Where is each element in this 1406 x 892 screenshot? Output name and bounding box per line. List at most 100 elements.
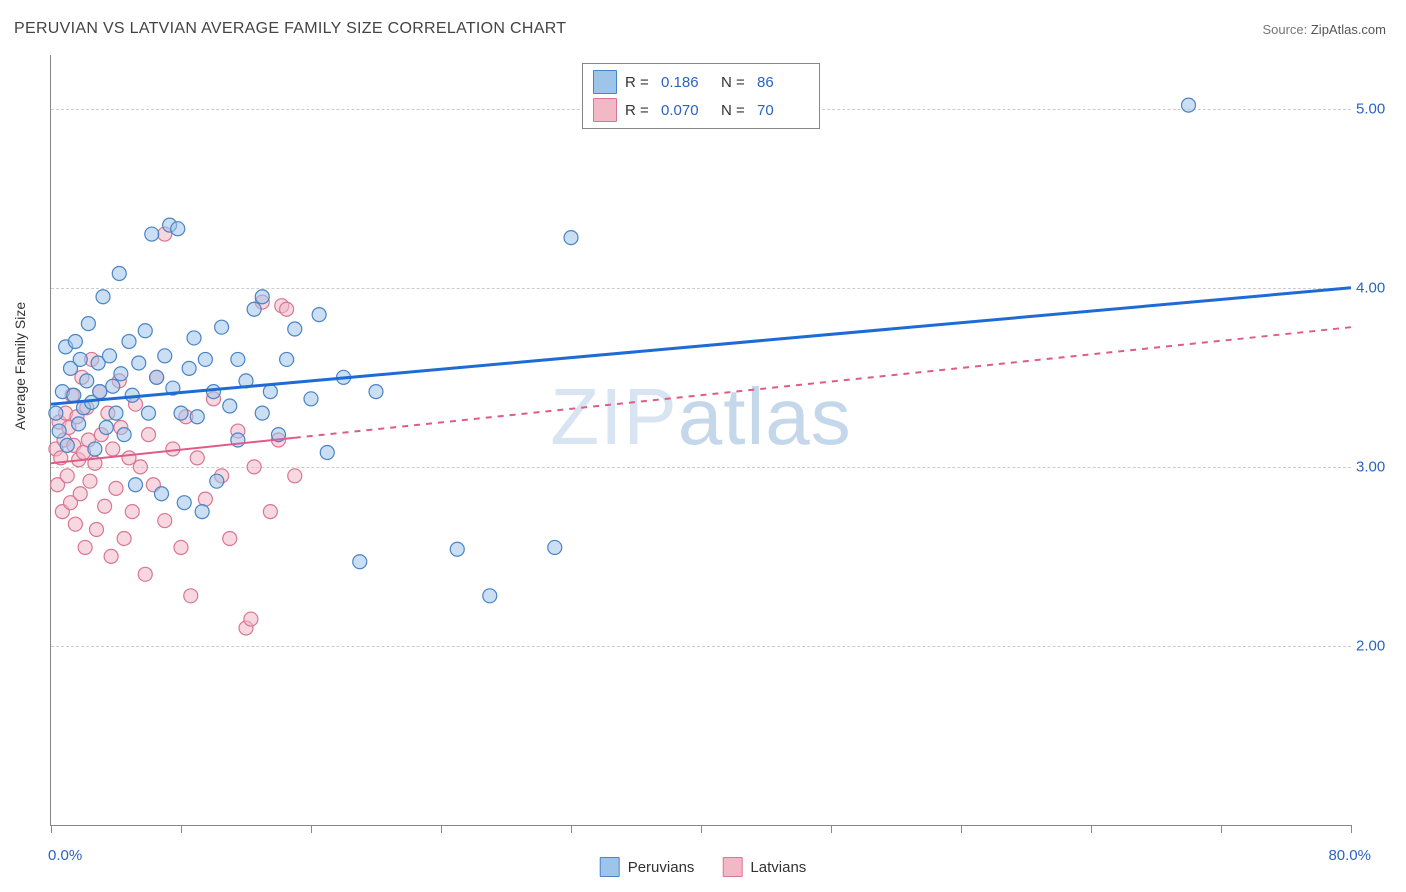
scatter-point (133, 460, 147, 474)
scatter-point (223, 399, 237, 413)
scatter-point (166, 442, 180, 456)
scatter-point (60, 438, 74, 452)
scatter-point (117, 428, 131, 442)
scatter-point (117, 531, 131, 545)
scatter-point (450, 542, 464, 556)
scatter-point (198, 492, 212, 506)
scatter-point (483, 589, 497, 603)
scatter-point (103, 349, 117, 363)
x-axis-start-label: 0.0% (48, 847, 82, 864)
x-tick-mark (181, 825, 182, 833)
scatter-point (145, 227, 159, 241)
scatter-point (132, 356, 146, 370)
legend-label-peruvians: Peruvians (628, 859, 695, 876)
scatter-point (142, 428, 156, 442)
scatter-point (548, 540, 562, 554)
scatter-point (109, 481, 123, 495)
scatter-point (83, 474, 97, 488)
scatter-point (263, 385, 277, 399)
scatter-point (98, 499, 112, 513)
scatter-point (312, 308, 326, 322)
scatter-point (72, 417, 86, 431)
scatter-point (81, 317, 95, 331)
scatter-point (223, 531, 237, 545)
scatter-point (280, 352, 294, 366)
scatter-point (288, 469, 302, 483)
x-tick-mark (1351, 825, 1352, 833)
scatter-point (158, 514, 172, 528)
chart-title: PERUVIAN VS LATVIAN AVERAGE FAMILY SIZE … (14, 20, 566, 38)
y-tick-label: 5.00 (1356, 100, 1406, 117)
scatter-point (190, 451, 204, 465)
scatter-point (142, 406, 156, 420)
scatter-point (93, 385, 107, 399)
scatter-point (138, 567, 152, 581)
scatter-point (80, 374, 94, 388)
scatter-point (106, 442, 120, 456)
scatter-point (90, 523, 104, 537)
scatter-point (177, 496, 191, 510)
scatter-point (112, 266, 126, 280)
y-axis-label: Average Family Size (12, 302, 28, 430)
scatter-point (125, 505, 139, 519)
scatter-point (106, 379, 120, 393)
trend-line (51, 288, 1351, 404)
scatter-point (207, 385, 221, 399)
scatter-point (198, 352, 212, 366)
scatter-point (104, 549, 118, 563)
scatter-point (99, 420, 113, 434)
source-attribution: Source: ZipAtlas.com (1262, 22, 1386, 37)
scatter-point (247, 460, 261, 474)
x-tick-mark (441, 825, 442, 833)
scatter-point (129, 478, 143, 492)
scatter-point (1182, 98, 1196, 112)
legend-item-latvians: Latvians (722, 857, 806, 877)
scatter-point (210, 474, 224, 488)
scatter-point (78, 540, 92, 554)
scatter-point (67, 388, 81, 402)
scatter-point (215, 320, 229, 334)
scatter-point (184, 589, 198, 603)
scatter-point (68, 335, 82, 349)
scatter-point (304, 392, 318, 406)
scatter-point (52, 424, 66, 438)
scatter-point (158, 349, 172, 363)
scatter-point (247, 302, 261, 316)
scatter-point (288, 322, 302, 336)
x-tick-mark (311, 825, 312, 833)
x-axis-end-label: 80.0% (1328, 847, 1371, 864)
scatter-point (190, 410, 204, 424)
scatter-point (109, 406, 123, 420)
y-tick-label: 2.00 (1356, 637, 1406, 654)
scatter-point (73, 487, 87, 501)
source-value: ZipAtlas.com (1311, 22, 1386, 37)
y-tick-label: 3.00 (1356, 458, 1406, 475)
trend-line (295, 327, 1351, 438)
scatter-point (171, 222, 185, 236)
scatter-point (122, 451, 136, 465)
y-tick-label: 4.00 (1356, 279, 1406, 296)
scatter-point (150, 370, 164, 384)
svg-layer (51, 55, 1351, 825)
scatter-point (68, 517, 82, 531)
scatter-point (88, 442, 102, 456)
scatter-point (255, 290, 269, 304)
legend-label-latvians: Latvians (750, 859, 806, 876)
scatter-point (280, 302, 294, 316)
scatter-point (187, 331, 201, 345)
scatter-point (96, 290, 110, 304)
scatter-point (244, 612, 258, 626)
scatter-point (60, 469, 74, 483)
scatter-point (195, 505, 209, 519)
scatter-point (155, 487, 169, 501)
scatter-point (255, 406, 269, 420)
scatter-point (182, 361, 196, 375)
scatter-point (564, 231, 578, 245)
x-tick-mark (1221, 825, 1222, 833)
scatter-point (231, 352, 245, 366)
x-tick-mark (961, 825, 962, 833)
x-tick-mark (831, 825, 832, 833)
scatter-point (174, 540, 188, 554)
x-tick-mark (701, 825, 702, 833)
x-tick-mark (571, 825, 572, 833)
